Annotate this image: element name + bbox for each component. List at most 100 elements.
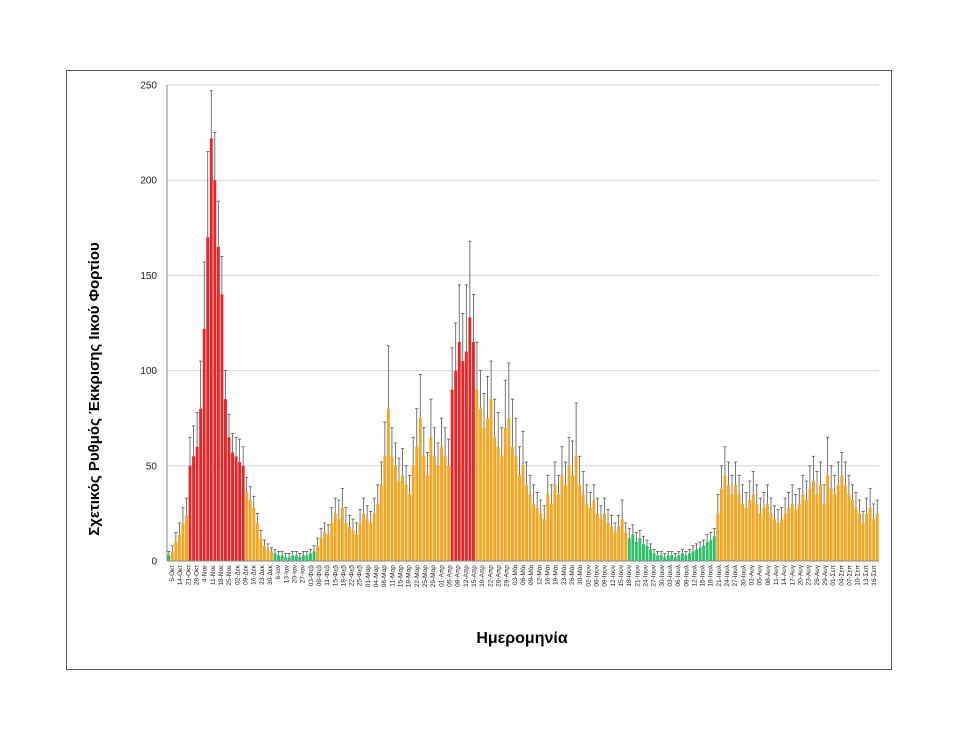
x-tick-label: 25-Μαρ	[422, 565, 429, 588]
bar	[486, 418, 490, 561]
x-tick-label: 09-Δεκ	[242, 564, 249, 585]
bar	[454, 370, 458, 561]
bar	[287, 557, 291, 561]
x-tick-label: 21-Οκτ	[185, 565, 192, 586]
x-tick-label: 16-Δεκ	[251, 564, 258, 585]
bar	[231, 452, 234, 561]
x-tick-label: 24-Ιουν	[642, 565, 649, 587]
bar	[277, 555, 281, 561]
x-tick-label: 29-Αυγ	[822, 564, 829, 585]
bar	[362, 513, 366, 561]
bar	[850, 500, 854, 561]
x-tick-label: 03-Ιουλ	[667, 564, 674, 586]
bar	[758, 513, 762, 561]
bar	[546, 494, 550, 561]
y-tick-label: 100	[140, 366, 157, 377]
x-tick-label: 18-Ιουν	[626, 565, 633, 587]
bar	[542, 519, 546, 561]
bar	[241, 465, 245, 561]
bar	[712, 536, 716, 561]
bar	[482, 427, 486, 561]
bar	[245, 492, 249, 561]
bar	[603, 513, 606, 561]
x-tick-label: 15-Μαρ	[398, 565, 405, 588]
bar	[769, 513, 773, 561]
x-tick-label: 04-Σεπ	[838, 564, 845, 585]
x-tick-label: 18-Μαρ	[406, 565, 413, 588]
bar	[695, 549, 699, 561]
bar	[301, 555, 305, 561]
x-tick-label: 30-Μάι	[576, 564, 584, 585]
x-tick-label: 29-Μαρ	[430, 565, 437, 588]
bar	[440, 446, 443, 561]
bar	[861, 522, 865, 561]
bar	[174, 541, 178, 561]
bar	[748, 500, 752, 561]
bar	[663, 557, 667, 561]
bar	[319, 538, 323, 561]
bar	[826, 475, 830, 561]
bar	[535, 507, 539, 561]
bar	[751, 494, 755, 561]
bar	[822, 503, 826, 561]
bar	[808, 488, 812, 561]
bar	[680, 553, 684, 561]
bar	[369, 522, 373, 561]
bar	[525, 484, 528, 561]
x-tick-label: 07-Σεπ	[847, 564, 854, 585]
x-tick-label: 18-Φεβ	[340, 565, 347, 586]
bar	[649, 549, 652, 561]
bar	[581, 494, 585, 561]
bar	[556, 494, 560, 561]
bar	[259, 538, 263, 561]
bar	[843, 484, 847, 561]
x-tick-label: 05-Αυγ	[757, 564, 764, 585]
bar	[238, 461, 242, 561]
bar	[365, 519, 369, 561]
bar	[227, 437, 231, 561]
x-tick-label: 19-Απρ	[479, 565, 486, 587]
x-tick-label: 27-Ιουν	[651, 565, 658, 587]
x-tick-label: 30-Δεκ	[267, 564, 274, 585]
bar	[585, 503, 589, 561]
x-tick-label: 22-Μαρ	[414, 565, 421, 588]
bar	[355, 534, 358, 561]
bar	[553, 484, 557, 561]
x-tick-label: 27-Ιαν	[300, 565, 307, 583]
x-tick-label: 06-Μάι	[519, 564, 527, 585]
bar	[177, 534, 181, 561]
bar	[670, 555, 674, 561]
x-tick-label: 06-Ιουλ	[675, 564, 682, 586]
bar	[298, 557, 302, 561]
bar	[723, 475, 727, 561]
bar	[351, 530, 355, 561]
bar	[443, 456, 447, 561]
bar	[744, 507, 748, 561]
bar	[765, 503, 769, 561]
bar	[677, 555, 681, 561]
bar	[379, 484, 383, 561]
x-tick-label: 02-Δεκ	[234, 564, 241, 585]
bar	[408, 494, 412, 561]
bar	[475, 389, 479, 561]
x-tick-label: 15-Ιουν	[618, 565, 625, 587]
bar	[840, 475, 844, 561]
bar	[344, 522, 348, 561]
x-tick-label: 08-Φεβ	[316, 565, 323, 586]
bar	[702, 545, 706, 561]
x-tick-label: 02-Αυγ	[749, 564, 756, 585]
bar	[833, 494, 837, 561]
x-tick-label: 09-Ιουλ	[683, 564, 690, 586]
x-tick-label: 26-Αυγ	[814, 564, 821, 585]
bar	[521, 465, 525, 561]
bar	[418, 418, 422, 561]
bar	[181, 522, 185, 561]
x-tick-label: 12-Ιουλ	[691, 564, 698, 586]
bar	[666, 555, 670, 561]
bar	[223, 399, 227, 561]
bar	[592, 500, 596, 561]
x-tick-label: 26-Απρ	[496, 565, 503, 587]
bar	[394, 465, 397, 561]
bar	[624, 532, 628, 561]
bar	[397, 481, 401, 561]
